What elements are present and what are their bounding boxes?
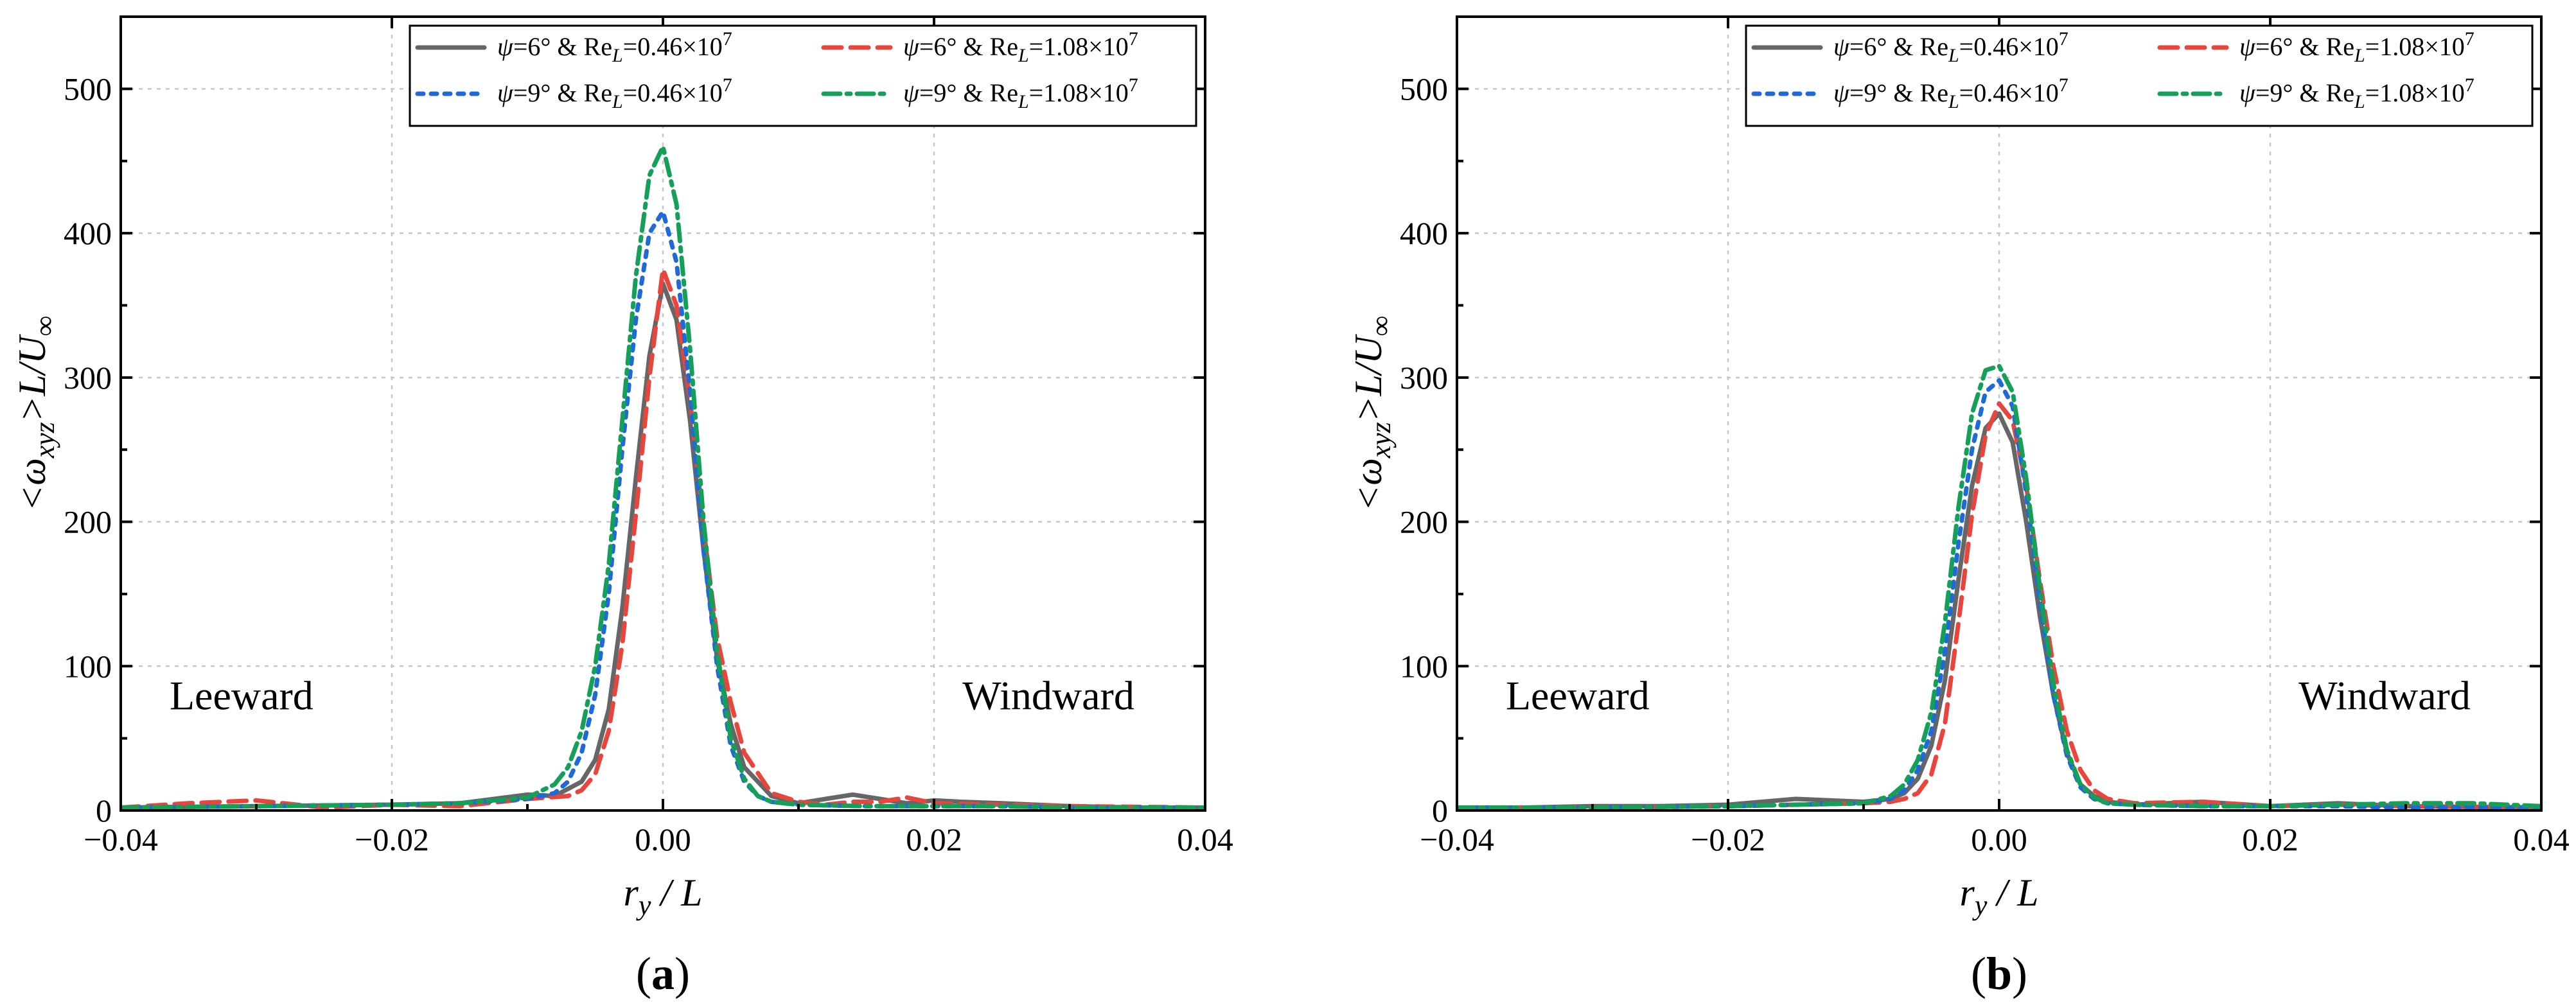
y-axis-label: <ωxyz>L/U∞ — [1347, 316, 1397, 511]
series-line-4 — [1457, 363, 2541, 810]
x-tick-label: −0.02 — [355, 821, 429, 857]
legend-box — [409, 24, 1197, 127]
y-tick-label: 300 — [64, 360, 112, 396]
x-tick-label: 0.04 — [2513, 821, 2570, 857]
x-tick-label: 0.04 — [1177, 821, 1233, 857]
legend: ψ=6° & ReL=0.46×107 ψ=6° & ReL=1.08×107ψ=… — [409, 24, 1197, 127]
x-tick-label: 0.02 — [2242, 821, 2298, 857]
panel-label-b: (b) — [1971, 948, 2027, 999]
annotation-windward: Windward — [962, 673, 1134, 719]
annotation-windward: Windward — [2298, 673, 2471, 719]
legend-label-2: ψ=6° & ReL=1.08×107 — [2239, 28, 2475, 66]
legend: ψ=6° & ReL=0.46×107 ψ=6° & ReL=1.08×107ψ=… — [1745, 24, 2534, 127]
y-tick-label: 300 — [1400, 360, 1448, 396]
chart-panel-b: −0.04 −0.02 0.00 0.02 0.04 0 100 200 300 400 500 ry… — [1347, 15, 2570, 999]
y-tick-label: 400 — [1400, 215, 1448, 251]
y-tick-label: 200 — [1400, 504, 1448, 540]
series-line-2 — [121, 267, 1205, 810]
y-tick-label: 0 — [1432, 792, 1448, 828]
panel-label-a: (a) — [636, 948, 690, 999]
chart-panel-a: −0.04 −0.02 0.00 0.02 0.04 0 100 200 300 400 500 ry… — [11, 15, 1233, 999]
y-tick-label: 200 — [64, 504, 112, 540]
x-tick-label: 0.00 — [635, 821, 691, 857]
y-tick-label: 400 — [64, 215, 112, 251]
y-tick-label: 100 — [1400, 648, 1448, 684]
y-tick-label: 500 — [1400, 71, 1448, 107]
annotation-leeward: Leeward — [1506, 673, 1650, 719]
x-axis-label: ry / L — [624, 871, 703, 921]
y-tick-label: 500 — [64, 71, 112, 107]
x-tick-label: −0.02 — [1691, 821, 1765, 857]
legend-label-1: ψ=6° & ReL=0.46×107 — [1833, 28, 2069, 66]
x-axis-label: ry / L — [1960, 871, 2039, 921]
y-tick-label: 100 — [64, 648, 112, 684]
x-tick-label: 0.02 — [906, 821, 962, 857]
y-axis-label: <ωxyz>L/U∞ — [11, 316, 60, 511]
series-group — [1457, 363, 2541, 810]
annotation-leeward: Leeward — [170, 673, 313, 719]
legend-box — [1745, 24, 2534, 127]
x-tick-label: 0.00 — [1971, 821, 2027, 857]
series-line-4 — [121, 144, 1205, 810]
y-tick-label: 0 — [96, 792, 112, 828]
x-tick-label: −0.04 — [84, 821, 158, 857]
x-tick-label: −0.04 — [1420, 821, 1494, 857]
